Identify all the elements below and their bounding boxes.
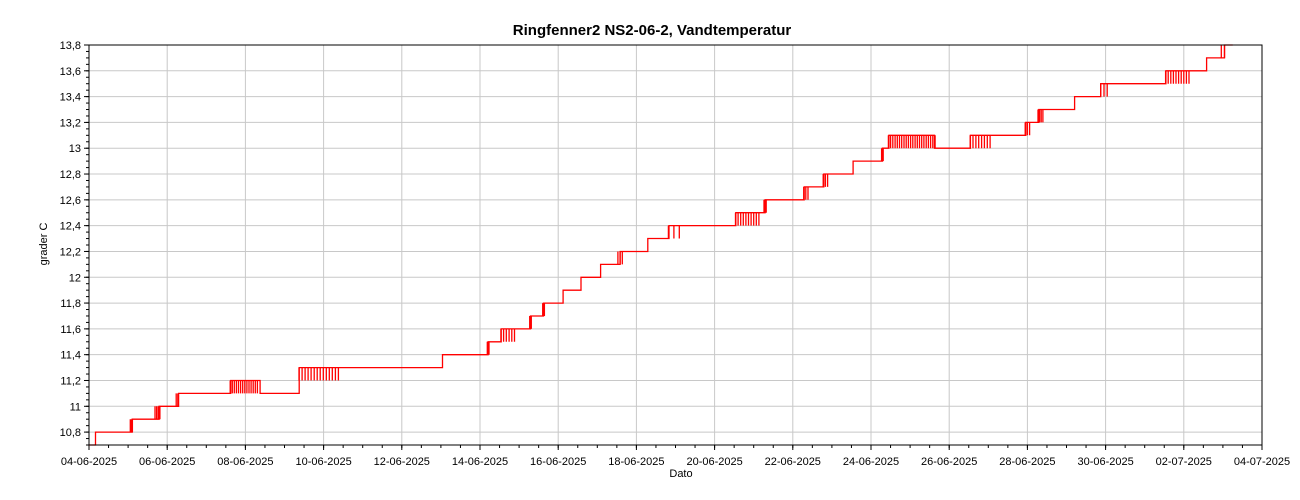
y-tick-label: 13,6 bbox=[60, 66, 81, 78]
x-tick-label: 10-06-2025 bbox=[295, 456, 351, 468]
x-tick-label: 14-06-2025 bbox=[452, 456, 508, 468]
oscillation-cluster bbox=[229, 380, 259, 394]
oscillation-cluster bbox=[500, 328, 516, 342]
x-tick-label: 12-06-2025 bbox=[374, 456, 430, 468]
y-tick-label: 12,6 bbox=[60, 195, 81, 207]
y-tick-label: 12 bbox=[69, 272, 81, 284]
oscillation-cluster bbox=[298, 367, 340, 381]
y-tick-label: 12,2 bbox=[60, 246, 81, 258]
oscillation-cluster bbox=[1024, 122, 1031, 136]
oscillation-cluster bbox=[617, 251, 623, 265]
y-tick-label: 13,4 bbox=[60, 92, 81, 104]
x-tick-labels: 04-06-2025 06-06-2025 08-06-2025 10-06-2025… bbox=[61, 456, 1290, 468]
x-axis-label: Dato bbox=[669, 468, 692, 480]
series-line bbox=[89, 44, 1233, 446]
oscillation-cluster bbox=[175, 393, 179, 407]
oscillation-cluster bbox=[1037, 109, 1044, 123]
oscillation-cluster bbox=[734, 212, 760, 226]
plot-frame bbox=[88, 44, 1263, 446]
x-tick-label: 04-07-2025 bbox=[1234, 456, 1290, 468]
oscillation-cluster bbox=[763, 199, 767, 213]
x-tick-label: 06-06-2025 bbox=[139, 456, 195, 468]
y-tick-label: 13,2 bbox=[60, 117, 81, 129]
oscillation-cluster bbox=[667, 225, 680, 239]
oscillation-cluster bbox=[129, 419, 134, 433]
oscillation-cluster bbox=[1100, 83, 1108, 97]
oscillation-cluster bbox=[486, 341, 490, 355]
oscillation-cluster bbox=[154, 406, 161, 420]
oscillation-cluster bbox=[1220, 45, 1226, 58]
y-tick-label: 12,8 bbox=[60, 169, 81, 181]
y-tick-label: 10,8 bbox=[60, 427, 81, 439]
oscillation-cluster bbox=[880, 148, 884, 162]
x-tick-label: 30-06-2025 bbox=[1077, 456, 1133, 468]
y-tick-labels: 10,8 11 11,2 11,4 11,6 11,8 12 12,2 12,4 12,6 12,8… bbox=[60, 40, 81, 439]
x-tick-label: 22-06-2025 bbox=[765, 456, 821, 468]
x-tick-label: 18-06-2025 bbox=[608, 456, 664, 468]
chart-title: Ringfenner2 NS2-06-2, Vandtemperatur bbox=[513, 22, 792, 39]
y-tick-label: 11 bbox=[70, 401, 81, 413]
grid-lines bbox=[89, 44, 1262, 445]
oscillation-cluster bbox=[822, 174, 829, 187]
x-tick-label: 04-06-2025 bbox=[61, 456, 117, 468]
x-tick-label: 08-06-2025 bbox=[217, 456, 273, 468]
y-tick-label: 11,2 bbox=[60, 375, 81, 387]
oscillation-cluster bbox=[542, 303, 546, 316]
x-tick-label: 16-06-2025 bbox=[530, 456, 586, 468]
x-tick-label: 24-06-2025 bbox=[843, 456, 899, 468]
y-tick-label: 13,8 bbox=[60, 40, 81, 52]
oscillation-cluster bbox=[969, 135, 991, 149]
y-tick-label: 11,4 bbox=[60, 350, 81, 362]
y-tick-label: 11,8 bbox=[60, 298, 81, 310]
x-tick-label: 02-07-2025 bbox=[1156, 456, 1212, 468]
y-tick-label: 12,4 bbox=[60, 221, 81, 233]
oscillation-cluster bbox=[803, 186, 809, 200]
x-tick-label: 28-06-2025 bbox=[999, 456, 1055, 468]
y-tick-label: 13 bbox=[69, 143, 81, 155]
oscillation-cluster bbox=[887, 135, 936, 149]
x-tick-label: 26-06-2025 bbox=[921, 456, 977, 468]
series-layer bbox=[89, 44, 1233, 446]
y-tick-label: 11,6 bbox=[60, 324, 81, 336]
oscillation-cluster bbox=[529, 316, 532, 329]
oscillation-cluster bbox=[1164, 70, 1190, 84]
x-tick-label: 20-06-2025 bbox=[686, 456, 742, 468]
y-axis-label: grader C bbox=[38, 223, 50, 266]
